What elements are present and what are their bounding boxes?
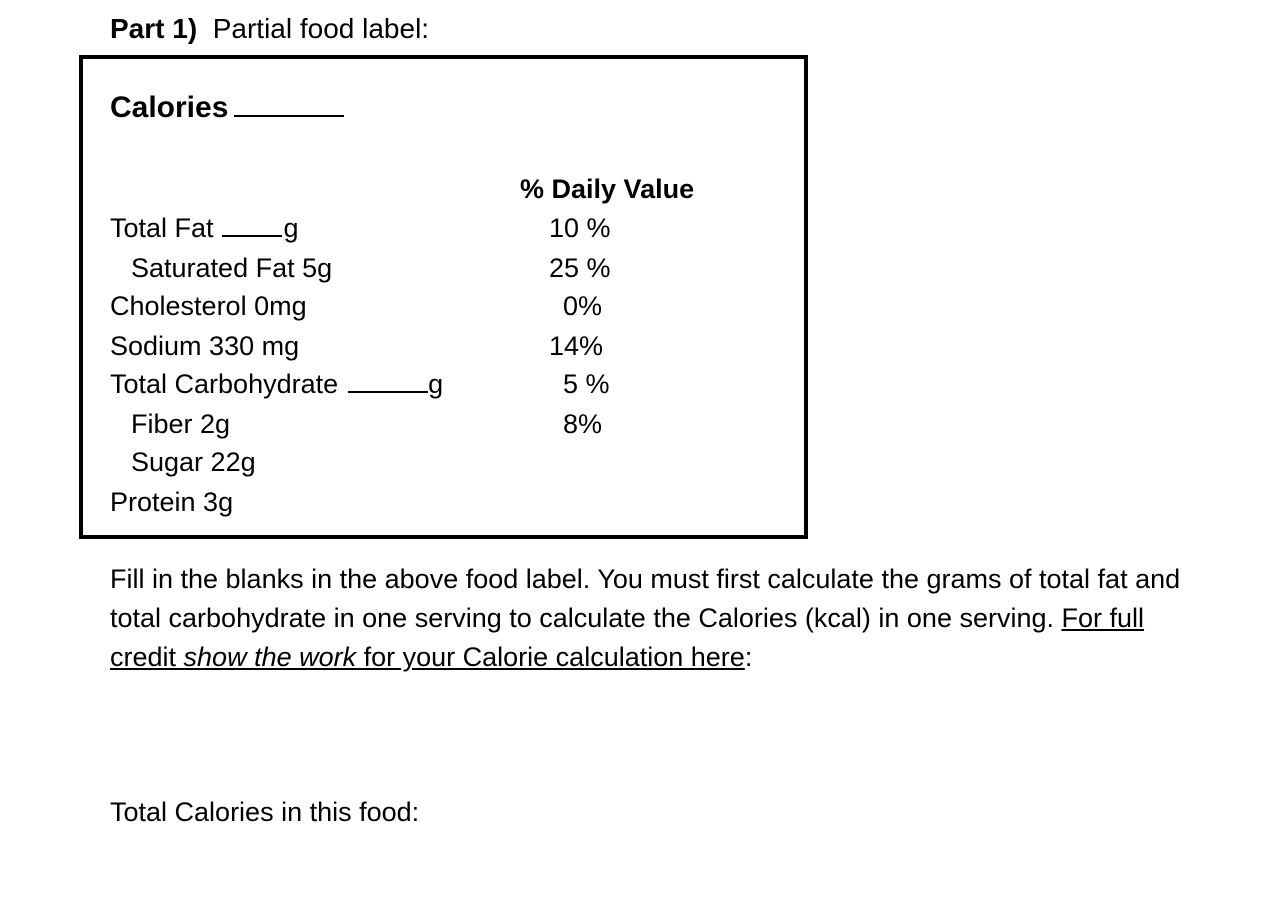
instructions-colon: : — [744, 642, 753, 672]
show-work-note-part-1: For full credit — [110, 603, 1145, 672]
nutrient-saturated-fat: Saturated Fat 5g — [131, 253, 333, 283]
dv-cholesterol: 0% — [563, 291, 603, 321]
instructions-paragraph: Fill in the blanks in the above food lab… — [110, 560, 1190, 677]
nutrient-name: Total Carbohydrate — [110, 369, 339, 399]
nutrient-total-carbohydrate: Total Carbohydrate g — [110, 367, 443, 401]
instructions-text: Fill in the blanks in the above food lab… — [110, 564, 1181, 633]
part-title: Partial food label: — [212, 13, 430, 44]
calories-blank[interactable] — [234, 114, 345, 117]
total-carbohydrate-blank[interactable] — [348, 390, 429, 393]
dv-total-carbohydrate: 5 % — [563, 369, 610, 399]
food-label-box — [79, 55, 808, 539]
calories-row: Calories — [110, 90, 345, 126]
nutrient-sodium: Sodium 330 mg — [110, 331, 300, 361]
nutrient-cholesterol: Cholesterol 0mg — [110, 291, 307, 321]
nutrient-name: Total Fat — [110, 213, 214, 243]
show-work-note: For full credit show the work for your C… — [110, 603, 1144, 672]
nutrient-unit: g — [283, 213, 299, 243]
nutrient-fiber: Fiber 2g — [131, 409, 231, 439]
nutrient-sugar: Sugar 22g — [131, 447, 256, 477]
dv-saturated-fat: 25 % — [549, 253, 611, 283]
part-number: Part 1) — [110, 13, 198, 44]
nutrient-protein: Protein 3g — [110, 487, 234, 517]
part-heading: Part 1) Partial food label: — [110, 12, 429, 46]
calories-label: Calories — [110, 91, 229, 124]
total-fat-blank[interactable] — [221, 234, 282, 237]
nutrient-unit: g — [428, 369, 444, 399]
nutrient-total-fat: Total Fat g — [110, 211, 299, 245]
total-calories-label: Total Calories in this food: — [110, 797, 420, 827]
show-work-note-part-3: for your Calorie calculation here — [356, 642, 745, 672]
dv-fiber: 8% — [563, 409, 603, 439]
show-work-emphasis: show the work — [183, 642, 357, 672]
daily-value-header: % Daily Value — [520, 174, 695, 204]
dv-total-fat: 10 % — [549, 213, 611, 243]
dv-sodium: 14% — [549, 331, 604, 361]
